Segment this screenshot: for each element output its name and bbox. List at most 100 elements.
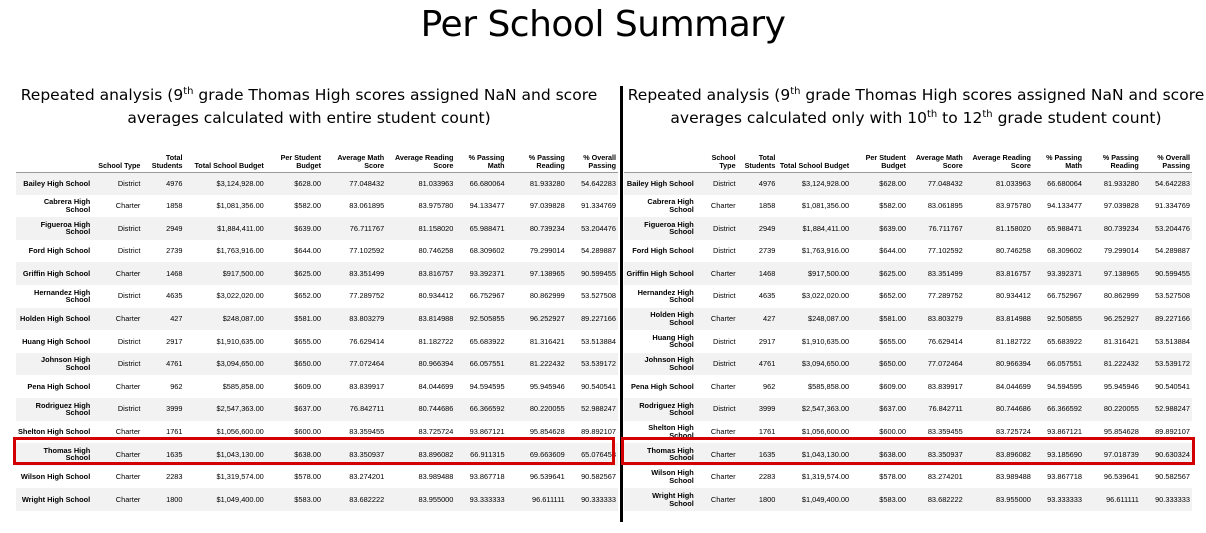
table-row: Huang High School District 2917 $1,910,635.… (624, 330, 1192, 353)
table-cell: $1,081,356.00 (184, 194, 266, 218)
table-cell: 962 (737, 375, 778, 398)
table-cell: District (697, 239, 738, 263)
table-cell: 92.505855 (455, 307, 507, 331)
table-cell: $3,124,928.00 (777, 172, 852, 195)
table-cell: 1635 (142, 443, 185, 466)
table-cell: $582.00 (265, 194, 323, 218)
table-cell: 4635 (737, 284, 778, 308)
table-cell: 90.333333 (1140, 488, 1192, 511)
table-cell: 66.752967 (1032, 284, 1085, 308)
table-cell: 97.138965 (506, 262, 567, 285)
table-cell: 68.309602 (1032, 239, 1085, 263)
table-cell: 66.911315 (455, 443, 507, 466)
column-header: % Passing Reading (1084, 150, 1141, 173)
table-cell: $1,763,916.00 (777, 239, 852, 263)
school-name-cell: Rodriguez High School (624, 397, 698, 421)
table-cell: 81.182722 (386, 330, 456, 353)
table-cell: $581.00 (265, 307, 323, 331)
table-cell: 81.182722 (964, 330, 1033, 353)
left-summary-table: School Type Total Students Total School Bu… (16, 150, 618, 511)
table-cell: 3999 (142, 397, 185, 421)
table-cell: $578.00 (265, 465, 323, 489)
table-cell: 96.539641 (1084, 465, 1141, 489)
table-cell: District (94, 172, 143, 195)
table-row: Holden High School Charter 427 $248,087.00 $… (16, 307, 618, 331)
school-name-cell: Figueroa High School (16, 217, 95, 240)
table-cell: $609.00 (265, 375, 323, 398)
table-cell: 76.711767 (907, 217, 965, 240)
table-cell: $582.00 (851, 194, 908, 218)
table-cell: 83.274201 (907, 465, 965, 489)
table-cell: Charter (697, 488, 738, 511)
table-cell: 4761 (142, 352, 185, 376)
table-cell: 77.048432 (907, 172, 965, 195)
table-cell: 83.803279 (322, 307, 387, 331)
school-name-cell: Holden High School (16, 307, 95, 331)
column-header: Total Students (142, 150, 185, 173)
table-cell: 65.076453 (566, 443, 618, 466)
table-cell: $1,319,574.00 (777, 465, 852, 489)
table-cell: 53.527508 (566, 284, 618, 308)
table-row: Cabrera High School Charter 1858 $1,081,356… (624, 194, 1192, 218)
table-cell: 81.316421 (1084, 330, 1141, 353)
table-cell: 84.044699 (964, 375, 1033, 398)
table-cell: 81.222432 (1084, 352, 1141, 376)
column-header: Average Reading Score (386, 150, 456, 173)
table-cell: 80.220055 (506, 397, 567, 421)
table-cell: 83.975780 (386, 194, 456, 218)
table-cell: $1,081,356.00 (777, 194, 852, 218)
table-cell: 97.039828 (506, 194, 567, 218)
table-cell: 53.513884 (566, 330, 618, 353)
table-cell: Charter (697, 194, 738, 218)
table-cell: 76.842711 (322, 397, 387, 421)
table-row: Pena High School Charter 962 $585,858.00 $60… (624, 375, 1192, 398)
table-cell: $2,547,363.00 (184, 397, 266, 421)
table-cell: 83.061895 (322, 194, 387, 218)
table-cell: Charter (94, 443, 143, 466)
table-cell: 80.746258 (964, 239, 1033, 263)
table-cell: 1468 (737, 262, 778, 285)
table-cell: 80.746258 (386, 239, 456, 263)
table-cell: District (697, 352, 738, 376)
table-cell: District (94, 330, 143, 353)
table-cell: $639.00 (851, 217, 908, 240)
table-cell: 2949 (737, 217, 778, 240)
table-cell: 83.274201 (322, 465, 387, 489)
table-row: Griffin High School Charter 1468 $917,500.0… (16, 262, 618, 285)
table-cell: 1800 (142, 488, 185, 511)
table-cell: $2,547,363.00 (777, 397, 852, 421)
table-cell: 94.594595 (455, 375, 507, 398)
table-cell: 53.513884 (1140, 330, 1192, 353)
table-cell: $1,049,400.00 (184, 488, 266, 511)
table-cell: 83.989488 (386, 465, 456, 489)
table-cell: 76.711767 (322, 217, 387, 240)
table-cell: Charter (94, 488, 143, 511)
school-name-cell: Ford High School (16, 239, 95, 263)
table-cell: 83.955000 (386, 488, 456, 511)
school-name-cell: Figueroa High School (624, 217, 698, 240)
table-cell: 77.102592 (907, 239, 965, 263)
table-cell: 83.975780 (964, 194, 1033, 218)
table-row: Wright High School Charter 1800 $1,049,400.… (16, 488, 618, 511)
table-cell: 83.839917 (322, 375, 387, 398)
table-cell: 81.033963 (964, 172, 1033, 195)
table-cell: District (94, 284, 143, 308)
table-cell: 90.599455 (1140, 262, 1192, 285)
table-row: Bailey High School District 4976 $3,124,928… (624, 172, 1192, 195)
table-cell: 2949 (142, 217, 185, 240)
table-cell: 1468 (142, 262, 185, 285)
table-cell: 2283 (737, 465, 778, 489)
table-cell: Charter (94, 465, 143, 489)
table-cell: 83.351499 (907, 262, 965, 285)
table-row: Ford High School District 2739 $1,763,916.0… (16, 239, 618, 263)
table-cell: 1800 (737, 488, 778, 511)
table-cell: $650.00 (851, 352, 908, 376)
table-cell: Charter (94, 194, 143, 218)
school-name-cell: Bailey High School (16, 172, 95, 195)
table-row: Ford High School District 2739 $1,763,916.0… (624, 239, 1192, 263)
table-cell: 83.989488 (964, 465, 1033, 489)
table-cell: 80.934412 (386, 284, 456, 308)
table-cell: 54.289887 (1140, 239, 1192, 263)
column-header: Average Reading Score (964, 150, 1033, 173)
table-cell: 79.299014 (1084, 239, 1141, 263)
